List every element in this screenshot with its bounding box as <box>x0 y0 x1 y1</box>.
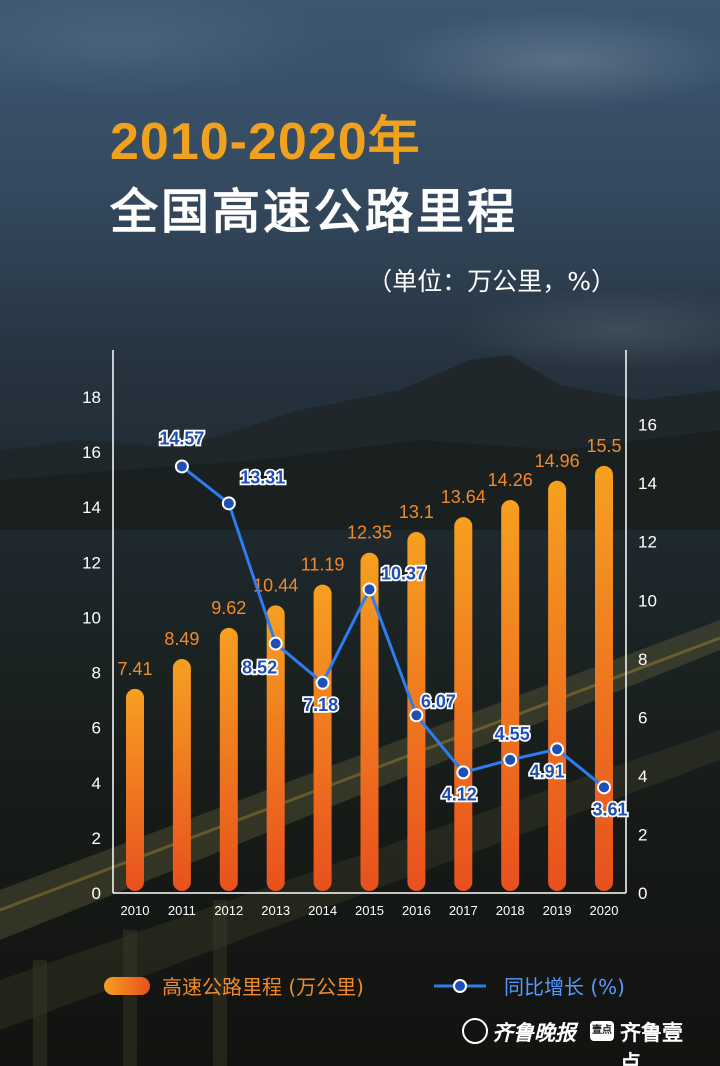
publisher-brand: 齐鲁晚报 壹点 齐鲁壹点 <box>462 1016 702 1066</box>
y-left-tick-label: 14 <box>82 498 101 517</box>
growth-point <box>597 780 611 795</box>
bar-value-label: 15.5 <box>586 436 621 456</box>
legend-bar-swatch <box>104 977 150 995</box>
legend-line-label: 同比增长 (%) <box>504 975 625 999</box>
growth-point <box>503 752 518 767</box>
bar <box>454 517 473 891</box>
app-logo-icon: 壹点 <box>590 1021 614 1041</box>
x-tick-label: 2019 <box>543 903 572 918</box>
y-right-tick-label: 6 <box>638 708 647 727</box>
y-right-tick-label: 10 <box>638 591 657 610</box>
y-left-tick-label: 8 <box>92 664 101 683</box>
bar-value-label: 13.64 <box>441 487 486 507</box>
bar-value-label: 10.44 <box>253 575 298 595</box>
growth-point <box>268 636 283 651</box>
growth-point <box>550 742 565 757</box>
growth-value-label: 6.07 <box>421 691 456 711</box>
unit-note: （单位：万公里，%） <box>367 267 616 296</box>
app-name: 齐鲁壹点 <box>620 1021 683 1066</box>
x-tick-label: 2015 <box>355 903 384 918</box>
bar-value-label: 8.49 <box>164 629 199 649</box>
y-right-tick-label: 12 <box>638 533 657 552</box>
growth-value-label: 4.91 <box>530 761 565 781</box>
x-tick-label: 2012 <box>214 903 243 918</box>
growth-value-label: 13.31 <box>240 467 285 487</box>
sky-background <box>0 0 720 380</box>
y-left-tick-label: 0 <box>92 884 101 903</box>
bar <box>501 500 520 891</box>
y-right-tick-label: 2 <box>638 825 647 844</box>
mountain-background <box>0 355 720 530</box>
growth-point <box>362 582 377 597</box>
x-tick-label: 2010 <box>121 903 150 918</box>
newspaper-name: 齐鲁晚报 <box>492 1020 576 1045</box>
x-tick-label: 2014 <box>308 903 337 918</box>
y-left-tick-label: 2 <box>92 829 101 848</box>
y-left-tick-label: 12 <box>82 553 101 572</box>
legend-line-swatch <box>434 979 486 993</box>
x-tick-label: 2018 <box>496 903 525 918</box>
growth-value-label: 4.55 <box>495 724 530 744</box>
y-left-tick-label: 10 <box>82 608 101 627</box>
growth-point <box>409 708 424 723</box>
bar <box>266 605 285 891</box>
growth-value-label: 8.52 <box>242 658 277 678</box>
bar-value-label: 7.41 <box>117 659 152 679</box>
growth-point <box>174 459 189 474</box>
bar <box>595 465 613 891</box>
x-tick-label: 2020 <box>590 903 619 918</box>
x-tick-label: 2011 <box>168 903 196 918</box>
bar-value-label: 9.62 <box>211 598 246 618</box>
growth-value-label: 14.57 <box>159 428 204 448</box>
x-tick-label: 2016 <box>402 903 431 918</box>
bar <box>360 552 379 891</box>
legend-bar-label: 高速公路里程 (万公里) <box>162 975 364 999</box>
x-tick-label: 2013 <box>261 903 290 918</box>
growth-point <box>315 675 330 690</box>
growth-value-label: 4.12 <box>442 784 477 804</box>
y-left-tick-label: 4 <box>92 774 101 793</box>
bar <box>219 627 238 891</box>
bar <box>172 659 191 891</box>
bar-value-label: 11.19 <box>301 555 345 575</box>
bar-value-label: 14.26 <box>488 470 533 490</box>
newspaper-logo-icon <box>462 1018 488 1044</box>
page-title: 全国高速公路里程 <box>110 184 519 240</box>
growth-value-label: 10.37 <box>381 563 426 583</box>
y-right-tick-label: 0 <box>638 884 647 903</box>
y-right-tick-label: 4 <box>638 767 647 786</box>
growth-point <box>456 765 471 780</box>
y-left-tick-label: 6 <box>92 719 101 738</box>
bar-value-label: 12.35 <box>347 523 392 543</box>
bar <box>313 584 332 891</box>
bar-value-label: 13.1 <box>399 502 434 522</box>
title-year-range: 2010-2020年 <box>110 113 421 171</box>
bar <box>548 480 567 891</box>
y-right-tick-label: 14 <box>638 474 657 493</box>
chart-legend: 高速公路里程 (万公里) 同比增长 (%) <box>104 968 664 1004</box>
y-right-tick-label: 16 <box>638 416 657 435</box>
y-left-tick-label: 18 <box>82 388 101 407</box>
y-left-tick-label: 16 <box>82 443 101 462</box>
x-tick-label: 2017 <box>449 903 478 918</box>
growth-value-label: 7.18 <box>303 695 338 715</box>
y-right-tick-label: 8 <box>638 650 647 669</box>
bar-value-label: 14.96 <box>535 451 580 471</box>
growth-point <box>221 496 236 511</box>
bar <box>126 688 144 891</box>
growth-value-label: 3.61 <box>592 799 627 819</box>
growth-line <box>180 465 605 789</box>
